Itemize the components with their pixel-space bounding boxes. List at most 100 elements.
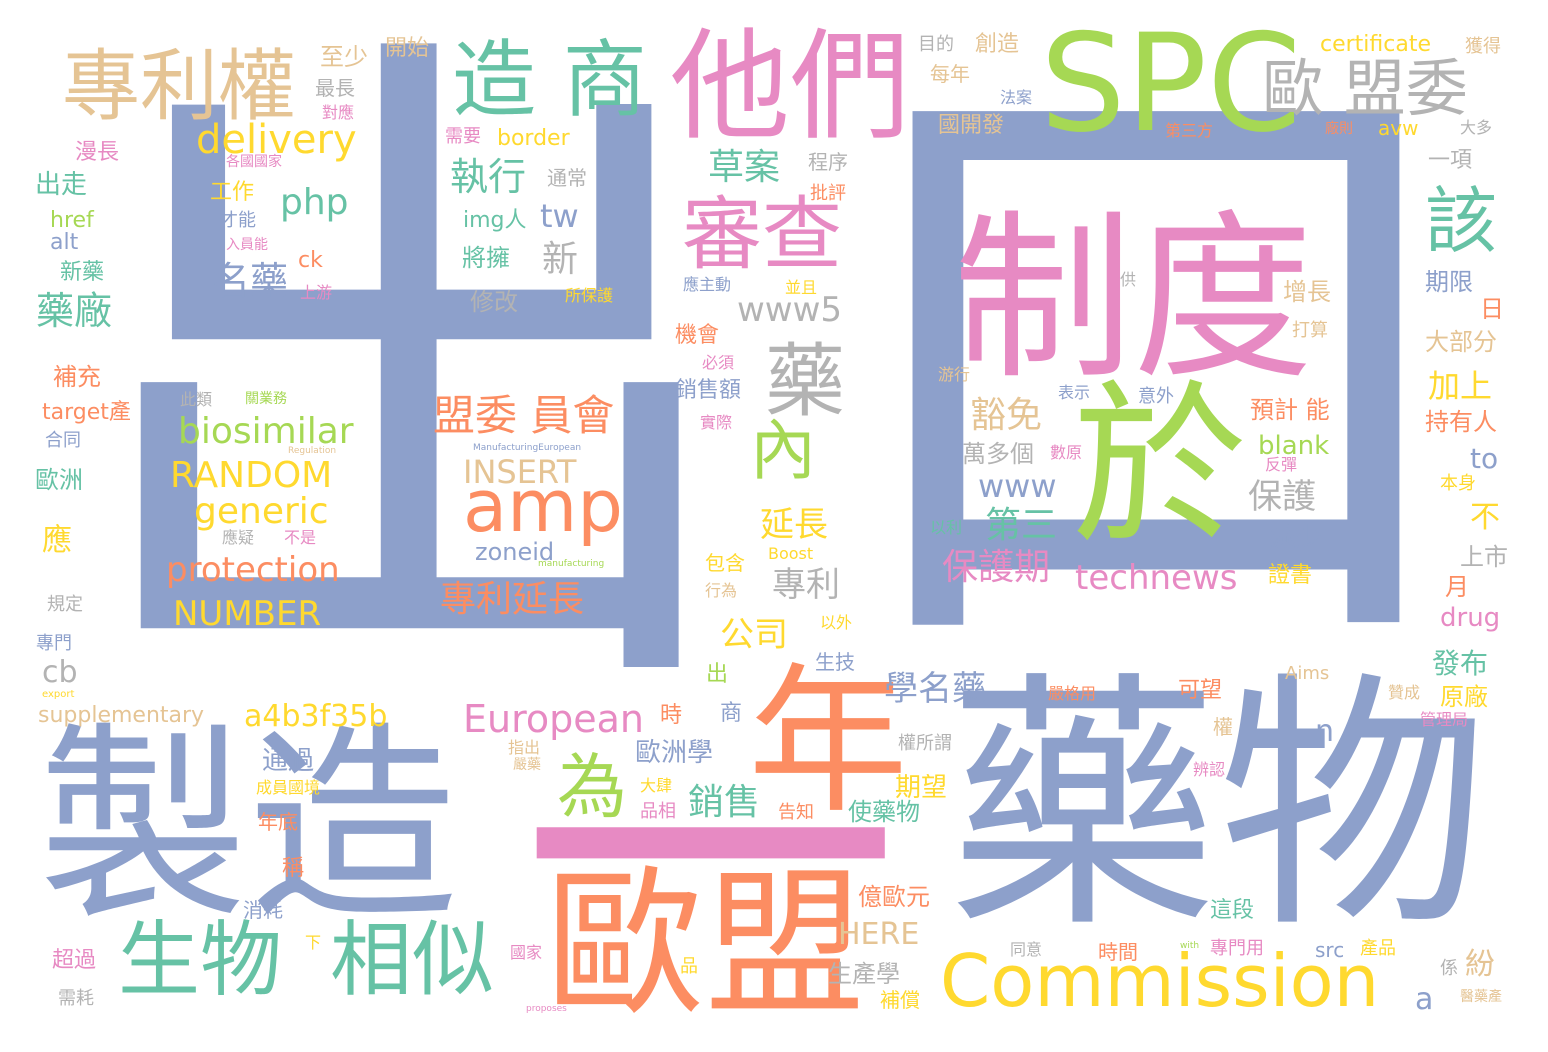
word-geguoguojia: 各國國家 — [226, 154, 282, 170]
word-nei: 內 — [750, 412, 816, 489]
word-xiugai: 修改 — [470, 288, 518, 316]
word-chanpin: 產品 — [1360, 938, 1396, 959]
word-tw: tw — [540, 197, 579, 235]
word-jianshao: 減少 — [1270, 523, 1323, 553]
word-regulation: Regulation — [288, 446, 337, 456]
word-zheduan: 這段 — [1210, 898, 1255, 923]
word-youxing: 游行 — [938, 365, 971, 384]
word-xuyao: 需要 — [445, 126, 481, 147]
word-yao: 藥 — [765, 335, 845, 428]
word-spc: SPC — [1040, 5, 1302, 162]
word-pin: 品 — [680, 956, 698, 977]
word-duiying: 對應 — [322, 103, 355, 122]
word-mingyao: 名藥 — [212, 259, 289, 303]
word-guiding: 規定 — [47, 594, 83, 615]
word-href: href — [50, 208, 94, 233]
word-yiwai: 以外 — [820, 613, 853, 632]
word-yingyi: 應疑 — [222, 528, 255, 547]
word-yi: 一 — [520, 638, 900, 1052]
word-amp: amp — [463, 464, 623, 548]
word-hetong: 合同 — [45, 430, 81, 451]
word-technews: technews — [1075, 558, 1238, 598]
word-a: a — [1415, 982, 1434, 1017]
word-xingwei: 行為 — [705, 581, 738, 600]
word-export: export — [42, 689, 75, 700]
word-aims: Aims — [1285, 663, 1330, 684]
word-cilei: 此類 — [180, 390, 213, 409]
word-niandi: 年底 — [258, 810, 298, 834]
word-gai: 該 — [1425, 179, 1498, 263]
word-biaoshi: 表示 — [1058, 383, 1091, 402]
word-chengxu: 程序 — [808, 150, 848, 174]
word-manufacturingeuropean: ManufacturingEuropean — [473, 443, 582, 453]
word-ck: ck — [298, 248, 323, 273]
word-disan: 第三 — [985, 505, 1058, 546]
word-xinyao: 新藥 — [60, 260, 105, 285]
word-border: border — [497, 126, 570, 151]
word-gongzuo: 工作 — [210, 180, 255, 205]
word-xiangsi: 相似 — [330, 913, 495, 1008]
word-tongyi: 同意 — [1010, 940, 1043, 959]
word-xi: 係 — [1440, 958, 1458, 979]
word-cheng: 稱 — [282, 856, 305, 881]
word-yangeyong: 嚴格用 — [1048, 684, 1097, 703]
word-yixiang: 一項 — [1428, 148, 1473, 173]
word-piping: 批評 — [810, 183, 846, 204]
word-buchong: 補充 — [53, 363, 101, 391]
word-yujineng: 預計 能 — [1250, 396, 1330, 424]
word-number: NUMBER — [173, 594, 322, 634]
word-xiaohao: 消耗 — [243, 898, 283, 922]
word-nian: 年 — [748, 648, 909, 835]
word-random: RANDOM — [170, 455, 333, 496]
word-yiouyuan: 億歐元 — [858, 883, 930, 911]
word-alt: alt — [50, 230, 79, 255]
word-protection: protection — [166, 550, 340, 590]
word-yanyao: 嚴藥 — [513, 757, 541, 773]
word-ouzhouxue: 歐洲學 — [635, 738, 714, 768]
word-caoan: 草案 — [708, 147, 781, 188]
word-jiangyong: 將擁 — [462, 244, 510, 272]
word-xin: 新 — [542, 239, 579, 280]
word-jihui: 機會 — [675, 323, 720, 348]
word-guanliju: 管理局 — [1420, 710, 1469, 729]
word-xuhao: 需耗 — [58, 988, 94, 1009]
word-quan: 權 — [1213, 715, 1233, 739]
word-kewang: 可望 — [1178, 678, 1223, 703]
word-qiwang: 期望 — [895, 773, 948, 803]
word-delivery: delivery — [196, 117, 357, 163]
word-manufacturing: manufacturing — [538, 559, 605, 569]
word-shiyaowu: 使藥物 — [848, 798, 920, 826]
word-kaishi: 開始 — [385, 36, 430, 61]
word-yuanchang: 原廠 — [1440, 683, 1488, 711]
word-a4b3f35b: a4b3f35b — [244, 699, 388, 734]
word-dasi: 大肆 — [640, 776, 673, 795]
word-fen: 紛 — [1465, 947, 1495, 982]
word-huomian: 豁免 — [970, 395, 1043, 436]
word-ouzhou: 歐洲 — [35, 466, 83, 494]
word-bushi: 不是 — [284, 528, 317, 547]
word-zhuanliquan: 專利權 — [62, 42, 297, 132]
word-zhidu: 制度 — [953, 195, 1314, 404]
word-guojia: 國家 — [510, 943, 543, 962]
word-chengyuanguojing: 成員國境 — [256, 778, 321, 797]
word-wei: 為 — [557, 746, 627, 828]
word-oumengwei: 歐 盟委 — [1262, 52, 1468, 125]
word-yue: 月 — [1445, 573, 1469, 601]
word-shi: 時 — [660, 703, 683, 728]
word-yili: 以利 — [930, 518, 963, 537]
word-fantan: 反彈 — [1265, 455, 1298, 474]
word-yiwaide: 意外 — [1138, 386, 1174, 407]
word-www: www — [978, 467, 1057, 505]
word-supplementary: supplementary — [38, 703, 205, 728]
word-www5: www5 — [737, 290, 843, 330]
word-huode: 獲得 — [1465, 36, 1501, 57]
word-targetchan: target產 — [42, 400, 131, 425]
word-zhichu: 指出 — [508, 738, 541, 757]
word-shijian: 時間 — [1098, 940, 1138, 964]
word-tongguo: 通過 — [262, 746, 315, 776]
word-cb: cb — [42, 655, 78, 690]
word-biosimilar: biosimilar — [178, 411, 354, 452]
word-insert: INSERT — [463, 453, 577, 491]
word-boost: Boost — [768, 544, 814, 563]
